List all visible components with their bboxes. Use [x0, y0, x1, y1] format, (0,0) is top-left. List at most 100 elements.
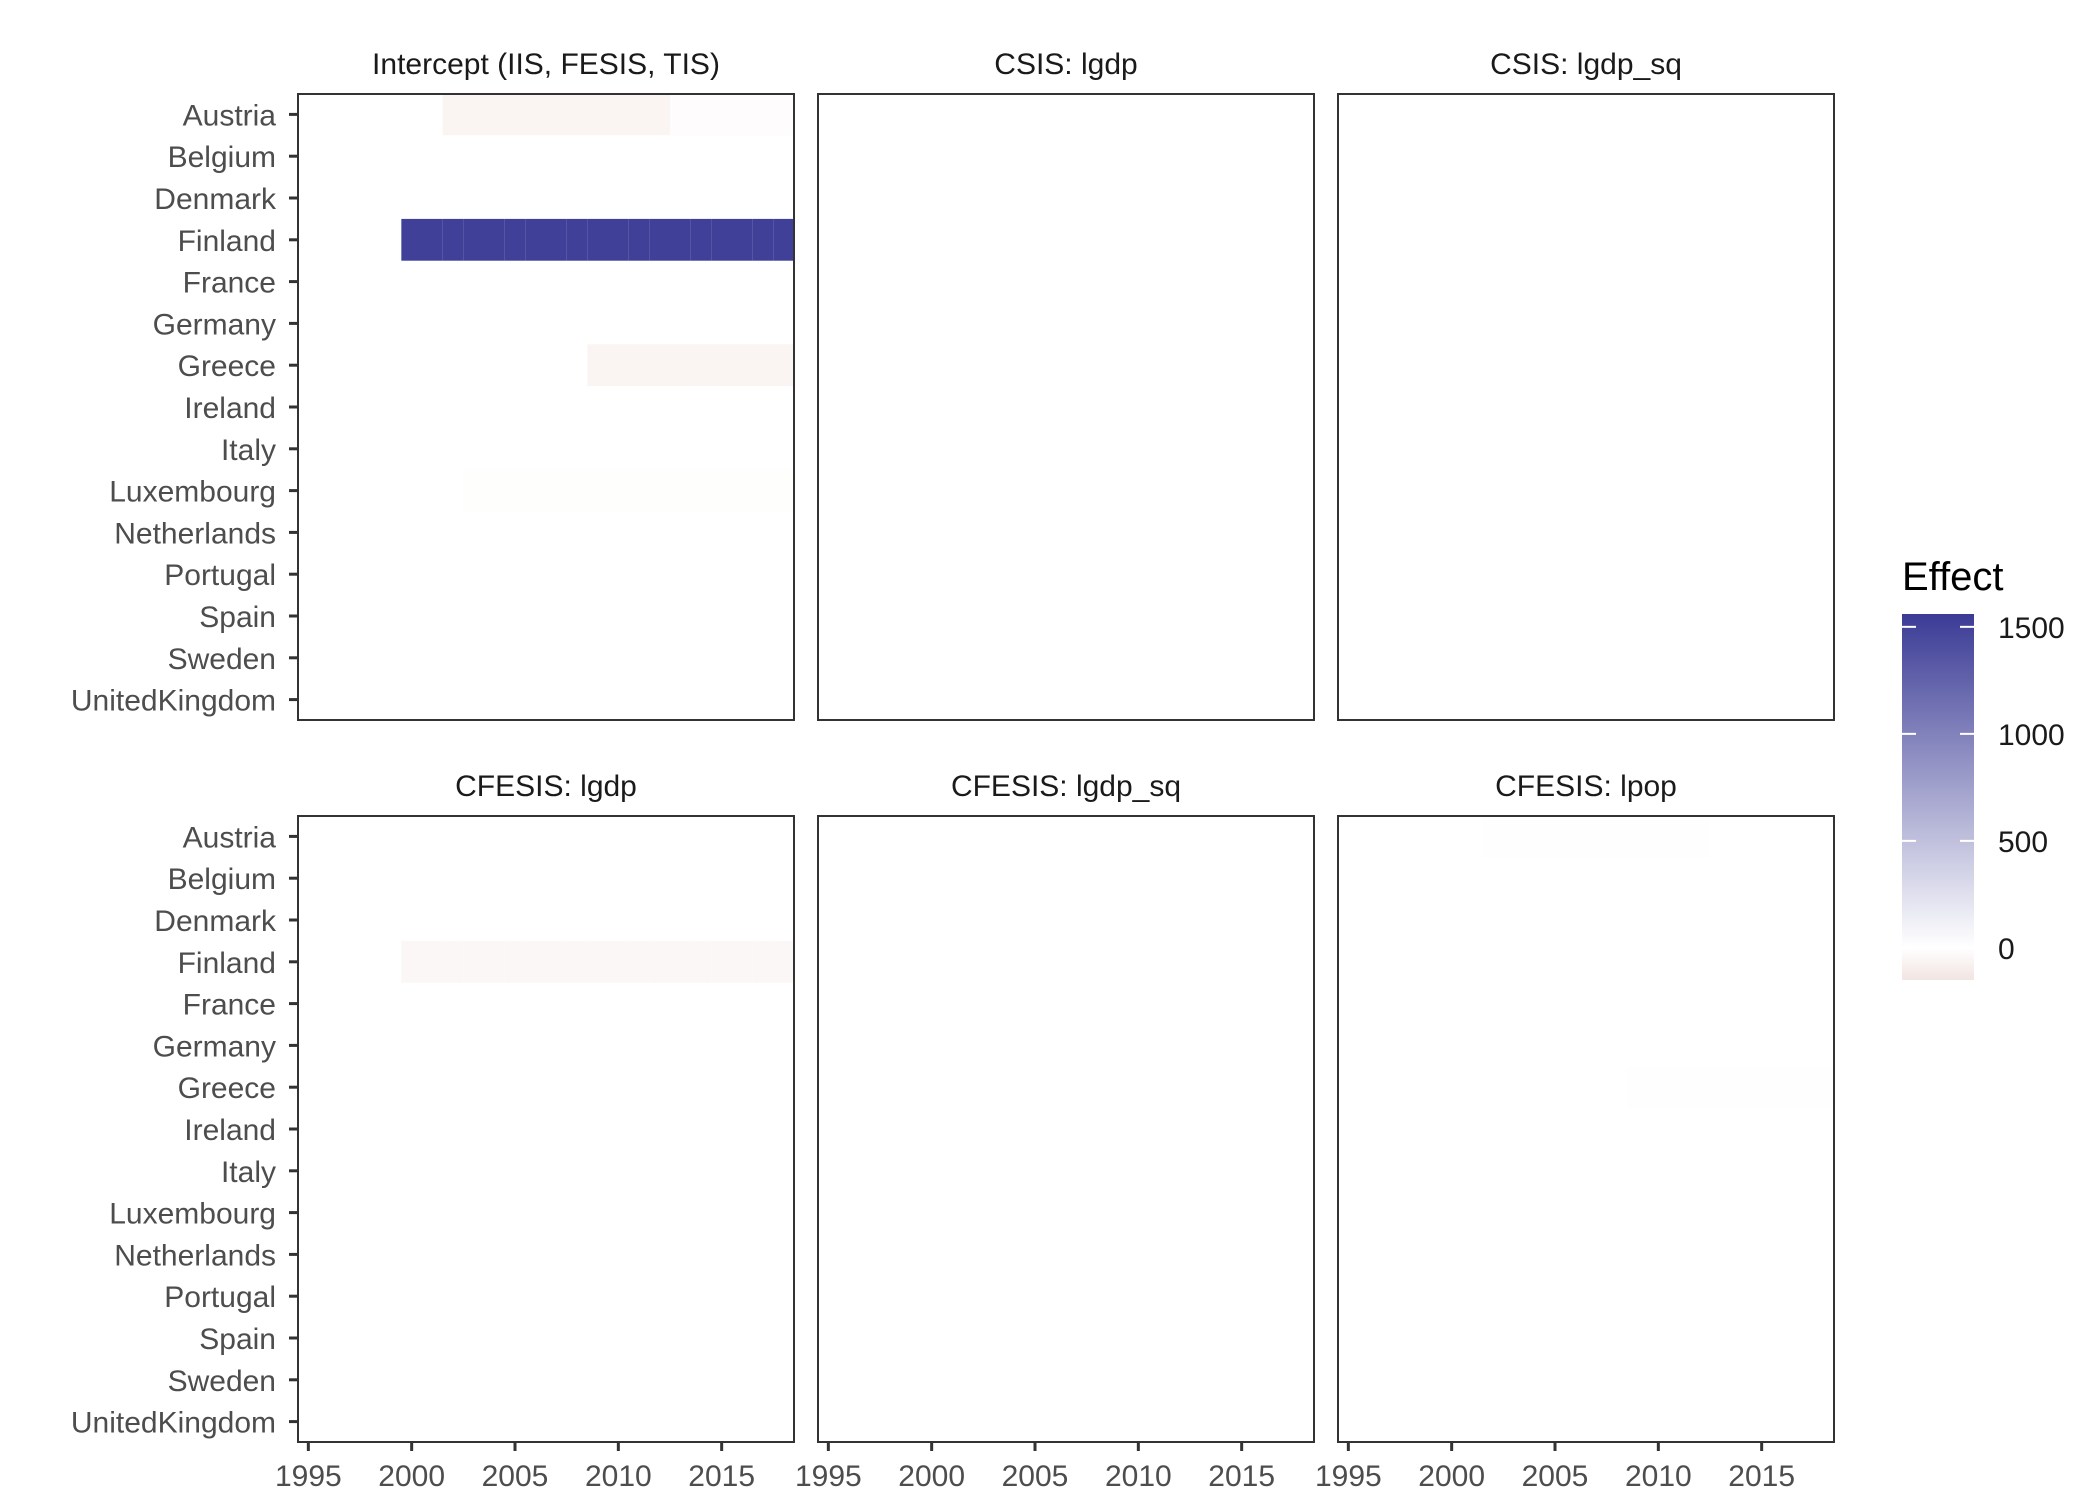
legend: Effect 1500 1000 500 0 — [1902, 555, 2065, 980]
heatmap-tile — [587, 469, 608, 512]
facet-panel: CSIS: lgdp_sq — [1337, 48, 1835, 721]
heatmap-tile — [1544, 815, 1566, 858]
legend-title: Effect — [1902, 555, 2004, 599]
heatmap-tile — [1482, 815, 1504, 858]
heatmap-tile — [442, 218, 464, 261]
heatmap-tile — [587, 93, 608, 136]
heatmap-tile — [1503, 815, 1524, 858]
x-tick-label: 1995 — [795, 1460, 862, 1493]
y-tick-label: Belgium — [168, 863, 276, 896]
heatmap-tile — [504, 469, 526, 512]
legend-colorbar — [1902, 614, 1974, 980]
heatmap-tile — [422, 218, 443, 261]
y-tick-label: Greece — [178, 1072, 276, 1105]
heatmap-tile — [1293, 344, 1314, 387]
x-tick-label: 2010 — [1625, 1460, 1692, 1493]
y-tick-label: Finland — [178, 225, 276, 258]
y-tick-label: Spain — [199, 601, 276, 634]
heatmap-tile — [670, 344, 691, 387]
facet-panel: Intercept (IIS, FESIS, TIS) Austria Belgiu… — [71, 48, 795, 721]
heatmap-tile — [525, 218, 546, 261]
heatmap-tile — [463, 93, 484, 136]
facet-title: CSIS: lgdp_sq — [1490, 48, 1682, 81]
heatmap-tile — [1689, 1066, 1710, 1109]
y-tick-label: Italy — [221, 434, 276, 467]
heatmap-tile — [525, 93, 546, 136]
legend-tick-label: 1500 — [1998, 612, 2065, 645]
y-tick-label: Austria — [183, 99, 277, 132]
facet-panel: CFESIS: lpop 1995 2000 2005 2010 2015 — [1315, 770, 1835, 1493]
x-tick-label: 2015 — [1728, 1460, 1795, 1493]
heatmap-tile — [773, 93, 794, 136]
heatmap-tile — [670, 469, 691, 512]
y-tick-label: France — [183, 989, 276, 1022]
heatmap-tile — [773, 469, 794, 512]
heatmap-tile — [649, 344, 670, 387]
y-tick-label: Finland — [178, 947, 276, 980]
heatmap-tile — [1293, 93, 1314, 136]
y-tick-label: Denmark — [154, 183, 277, 216]
x-tick-label: 2015 — [1208, 1460, 1275, 1493]
heatmap-tile — [546, 93, 567, 136]
y-tick-label: UnitedKingdom — [71, 685, 276, 718]
heatmap-tile — [1627, 1066, 1648, 1109]
heatmap-tile — [1792, 1066, 1814, 1109]
heatmap-tile — [546, 218, 567, 261]
heatmap-tile — [752, 93, 774, 136]
heatmap-tile — [484, 218, 505, 261]
heatmap-tile — [1565, 815, 1586, 858]
heatmap-tile — [690, 469, 712, 512]
heatmap-tile — [484, 940, 505, 983]
facet-panels: Intercept (IIS, FESIS, TIS) Austria Belgiu… — [71, 48, 1835, 1493]
heatmap-tile — [628, 940, 650, 983]
y-tick-label: Denmark — [154, 905, 277, 938]
heatmap-tile — [1293, 218, 1314, 261]
heatmap-tile — [608, 218, 629, 261]
x-tick-label: 2010 — [1105, 1460, 1172, 1493]
panel-border — [1337, 815, 1835, 1443]
heatmap-tile — [670, 218, 691, 261]
legend-ticks: 1500 1000 500 0 — [1902, 612, 2065, 966]
heatmap-tile — [670, 93, 691, 136]
heatmap-tile — [401, 218, 422, 261]
heatmap-tile — [442, 93, 464, 136]
heatmap-tile — [1668, 1066, 1690, 1109]
heatmap-tile — [1293, 260, 1314, 303]
y-tick-label: France — [183, 267, 276, 300]
x-tick-label: 2015 — [688, 1460, 755, 1493]
heatmap-tile — [752, 940, 774, 983]
panel-border — [297, 93, 795, 721]
x-tick-label: 2010 — [585, 1460, 652, 1493]
y-tick-label: Ireland — [184, 1114, 276, 1147]
heatmap-tile — [422, 940, 443, 983]
heatmap-tile — [1293, 595, 1314, 637]
heatmap-tile — [670, 940, 691, 983]
heatmap-tile — [773, 344, 794, 387]
heatmap-tile — [732, 940, 753, 983]
facet-panel: CSIS: lgdp — [817, 48, 1315, 721]
heatmap-tile — [1627, 815, 1648, 858]
heatmap-tile — [1586, 815, 1607, 858]
heatmap-tile — [752, 469, 774, 512]
y-tick-label: Italy — [221, 1156, 276, 1189]
heatmap-tile — [401, 940, 422, 983]
heatmap-tile — [566, 940, 588, 983]
heatmap-tile — [628, 469, 650, 512]
heatmap-tile — [1648, 815, 1669, 858]
heatmap-tile — [525, 469, 546, 512]
y-tick-label: Netherlands — [114, 1239, 276, 1272]
heatmap-tile — [628, 93, 650, 136]
heatmap-tile — [773, 218, 794, 261]
heatmap-tile — [1293, 386, 1314, 428]
y-tick-label: Portugal — [164, 559, 276, 592]
facet-panel: CFESIS: lgdp_sq 1995 2000 2005 2010 2015 — [795, 770, 1315, 1493]
heatmap-tile — [608, 469, 629, 512]
y-tick-label: Germany — [153, 1030, 276, 1063]
facet-title: CFESIS: lgdp_sq — [951, 770, 1181, 803]
y-tick-label: Luxembourg — [109, 476, 276, 509]
heatmap-tile — [690, 93, 712, 136]
facet-title: CSIS: lgdp — [994, 48, 1137, 81]
facet-title: CFESIS: lpop — [1495, 770, 1677, 803]
heatmap-tile — [1293, 469, 1314, 512]
